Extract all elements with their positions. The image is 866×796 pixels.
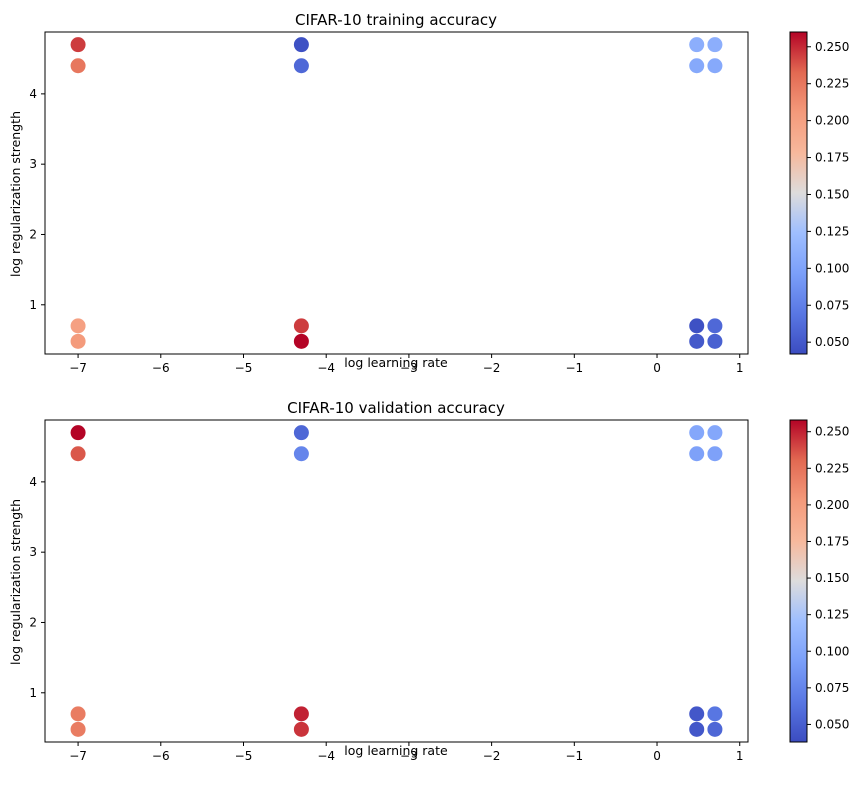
colorbar: 0.050 0.075 0.100 0.125 0.150 0.175 0.200 0.225… xyxy=(789,31,849,355)
data-point xyxy=(707,318,723,334)
colorbar-tick-label: 0.125 xyxy=(815,224,849,238)
colorbar-tick-label: 0.250 xyxy=(815,40,849,54)
x-tick-label: −3 xyxy=(400,749,418,763)
data-point xyxy=(689,318,705,334)
x-tick-label: −6 xyxy=(152,749,170,763)
y-tick-label: 4 xyxy=(29,475,37,489)
colorbar-tick-label: 0.100 xyxy=(815,261,849,275)
data-point xyxy=(70,333,86,349)
x-tick-label: −7 xyxy=(69,749,87,763)
data-point xyxy=(70,425,86,441)
data-point xyxy=(689,446,705,462)
data-point xyxy=(70,721,86,737)
data-point xyxy=(689,333,705,349)
y-tick-label: 1 xyxy=(29,686,37,700)
scatter-plot-area: −7 −6 −5 −4 −3 −2 −1 0 1 1 2 3 4 xyxy=(29,419,749,763)
scatter-plot-area: −7 −6 −5 −4 −3 −2 −1 0 1 1 2 3 4 xyxy=(29,31,749,375)
colorbar-tick-label: 0.225 xyxy=(815,77,849,91)
colorbar-tick-label: 0.075 xyxy=(815,298,849,312)
data-point xyxy=(689,58,705,74)
data-point xyxy=(293,58,309,74)
data-point xyxy=(293,425,309,441)
x-tick-label: −2 xyxy=(483,361,501,375)
y-tick-label: 1 xyxy=(29,298,37,312)
data-point xyxy=(293,318,309,334)
training-accuracy-panel: CIFAR-10 training accuracy log learning … xyxy=(8,11,849,375)
x-tick-label: 0 xyxy=(653,749,661,763)
colorbar-gradient xyxy=(789,419,808,743)
data-point xyxy=(707,37,723,53)
colorbar-tick-label: 0.125 xyxy=(815,608,849,622)
x-tick-label: −6 xyxy=(152,361,170,375)
data-point xyxy=(707,706,723,722)
chart-title: CIFAR-10 validation accuracy xyxy=(287,399,505,417)
x-tick-label: −4 xyxy=(317,361,335,375)
plot-frame xyxy=(44,31,749,355)
data-point xyxy=(689,37,705,53)
data-point xyxy=(707,425,723,441)
x-tick-label: −2 xyxy=(483,749,501,763)
x-tick-label: −5 xyxy=(235,361,253,375)
chart-title: CIFAR-10 training accuracy xyxy=(295,11,497,29)
data-point xyxy=(70,58,86,74)
colorbar-tick-label: 0.075 xyxy=(815,681,849,695)
colorbar-tick-label: 0.150 xyxy=(815,571,849,585)
y-tick-label: 3 xyxy=(29,157,37,171)
data-point xyxy=(293,446,309,462)
y-axis-label: log regularization strength xyxy=(8,111,23,277)
data-point xyxy=(293,37,309,53)
data-point xyxy=(707,446,723,462)
y-axis-label: log regularization strength xyxy=(8,499,23,665)
x-tick-label: −7 xyxy=(69,361,87,375)
data-point xyxy=(689,721,705,737)
x-tick-label: −1 xyxy=(565,749,583,763)
colorbar-tick-label: 0.200 xyxy=(815,498,849,512)
x-tick-label: 1 xyxy=(736,361,744,375)
data-point xyxy=(293,706,309,722)
x-tick-label: 1 xyxy=(736,749,744,763)
x-axis-label: log learning rate xyxy=(344,743,448,758)
colorbar-gradient xyxy=(789,31,808,355)
data-point xyxy=(70,318,86,334)
x-tick-label: −3 xyxy=(400,361,418,375)
colorbar-tick-label: 0.150 xyxy=(815,187,849,201)
x-axis-label: log learning rate xyxy=(344,355,448,370)
x-tick-label: −4 xyxy=(317,749,335,763)
data-point xyxy=(707,58,723,74)
colorbar-tick-label: 0.250 xyxy=(815,425,849,439)
colorbar-tick-label: 0.050 xyxy=(815,717,849,731)
colorbar-tick-label: 0.200 xyxy=(815,114,849,128)
colorbar: 0.050 0.075 0.100 0.125 0.150 0.175 0.200 0.225… xyxy=(789,419,849,743)
data-point xyxy=(707,333,723,349)
data-point xyxy=(293,333,309,349)
data-point xyxy=(70,706,86,722)
validation-accuracy-panel: CIFAR-10 validation accuracy log learnin… xyxy=(8,399,849,763)
x-tick-label: −5 xyxy=(235,749,253,763)
colorbar-tick-label: 0.050 xyxy=(815,335,849,349)
data-point xyxy=(689,706,705,722)
colorbar-tick-label: 0.225 xyxy=(815,461,849,475)
colorbar-tick-label: 0.100 xyxy=(815,644,849,658)
x-tick-label: 0 xyxy=(653,361,661,375)
colorbar-tick-label: 0.175 xyxy=(815,534,849,548)
y-tick-label: 3 xyxy=(29,545,37,559)
data-point xyxy=(70,37,86,53)
data-point xyxy=(707,721,723,737)
y-tick-label: 4 xyxy=(29,87,37,101)
y-tick-label: 2 xyxy=(29,227,37,241)
x-tick-label: −1 xyxy=(565,361,583,375)
data-point xyxy=(689,425,705,441)
data-point xyxy=(70,446,86,462)
y-tick-label: 2 xyxy=(29,615,37,629)
data-point xyxy=(293,721,309,737)
colorbar-tick-label: 0.175 xyxy=(815,151,849,165)
plot-frame xyxy=(44,419,749,743)
